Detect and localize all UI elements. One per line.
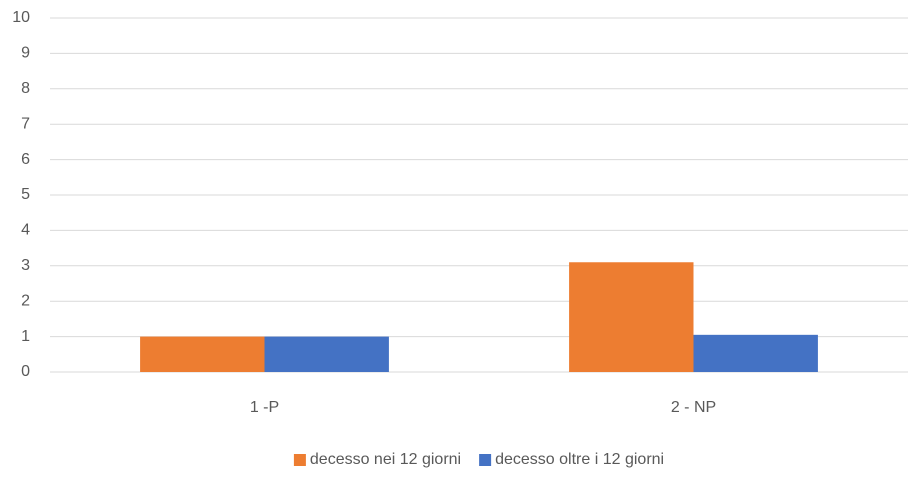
bar — [693, 334, 818, 372]
y-tick-label: 1 — [21, 328, 30, 345]
y-tick-label: 5 — [21, 186, 30, 203]
y-tick-label: 9 — [21, 45, 30, 62]
y-tick-label: 4 — [21, 222, 30, 239]
y-tick-label: 3 — [21, 257, 30, 274]
legend-swatch — [479, 454, 492, 466]
bar — [140, 336, 265, 372]
y-tick-label: 0 — [21, 363, 30, 380]
y-tick-label: 6 — [21, 151, 30, 168]
legend-label: decesso nei 12 giorni — [310, 451, 461, 468]
legend-label: decesso oltre i 12 giorni — [495, 451, 664, 468]
x-tick-label: 2 - NP — [671, 399, 716, 416]
legend-swatch — [293, 454, 306, 466]
y-tick-label: 8 — [21, 80, 30, 97]
y-tick-label: 10 — [12, 9, 30, 26]
y-tick-label: 7 — [21, 115, 30, 132]
y-tick-label: 2 — [21, 292, 30, 309]
bar — [264, 336, 389, 372]
bar — [569, 262, 694, 372]
x-tick-label: 1 -P — [250, 399, 279, 416]
